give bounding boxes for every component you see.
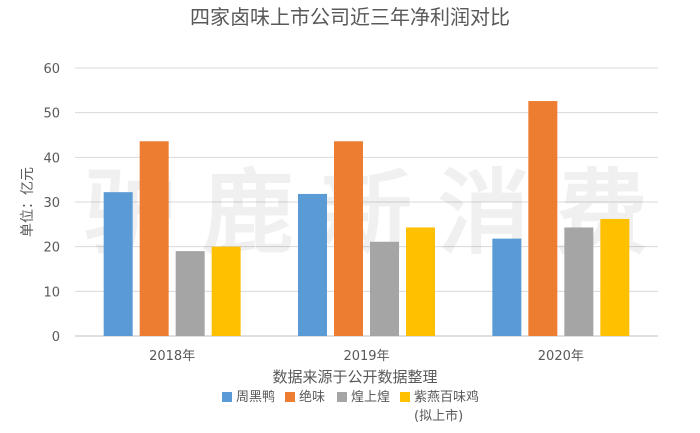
legend-swatch: [337, 392, 347, 402]
bar: [334, 141, 363, 336]
bar: [211, 246, 241, 336]
source-note: 数据来源于公开数据整理: [272, 368, 437, 386]
legend-label: 绝味: [299, 389, 325, 405]
y-tick-label: 50: [43, 107, 60, 122]
legend-swatch: [400, 392, 410, 402]
y-tick-label: 60: [43, 62, 60, 77]
legend-label: 煌上煌: [351, 390, 390, 405]
legend-label: 紫燕百味鸡: [414, 389, 479, 405]
legend-note: (拟上市): [414, 408, 463, 424]
legend: 周黑鸭 绝味 煌上煌 紫燕百味鸡 (拟上市): [222, 389, 479, 424]
bar: [564, 227, 594, 336]
y-tick-label: 0: [52, 330, 60, 345]
bar: [492, 238, 522, 336]
y-tick-label: 20: [43, 241, 60, 256]
bar: [406, 227, 435, 336]
y-tick-labels: 0 10 20 30 40 50 60: [43, 62, 60, 345]
bar: [103, 192, 133, 336]
bar: [528, 101, 558, 336]
chart-title: 四家卤味上市公司近三年净利润对比: [190, 5, 510, 29]
gridlines: [75, 67, 658, 337]
bar: [139, 141, 169, 336]
y-tick-label: 30: [43, 196, 60, 211]
bar: [600, 218, 630, 336]
y-tick-label: 10: [43, 285, 60, 300]
y-axis-label: 单位：亿元: [20, 167, 36, 237]
legend-swatch: [285, 392, 295, 402]
bar: [298, 193, 327, 336]
legend-label: 周黑鸭: [236, 390, 275, 405]
bars: [103, 101, 630, 336]
x-tick-label: 2018年: [149, 349, 195, 364]
x-tick-labels: 2018年 2019年 2020年: [149, 349, 584, 364]
x-tick-label: 2019年: [343, 349, 389, 364]
x-tick-label: 2020年: [538, 349, 584, 364]
y-tick-label: 40: [43, 151, 60, 166]
bar: [370, 241, 399, 336]
bar: [175, 251, 205, 336]
legend-swatch: [222, 392, 232, 402]
